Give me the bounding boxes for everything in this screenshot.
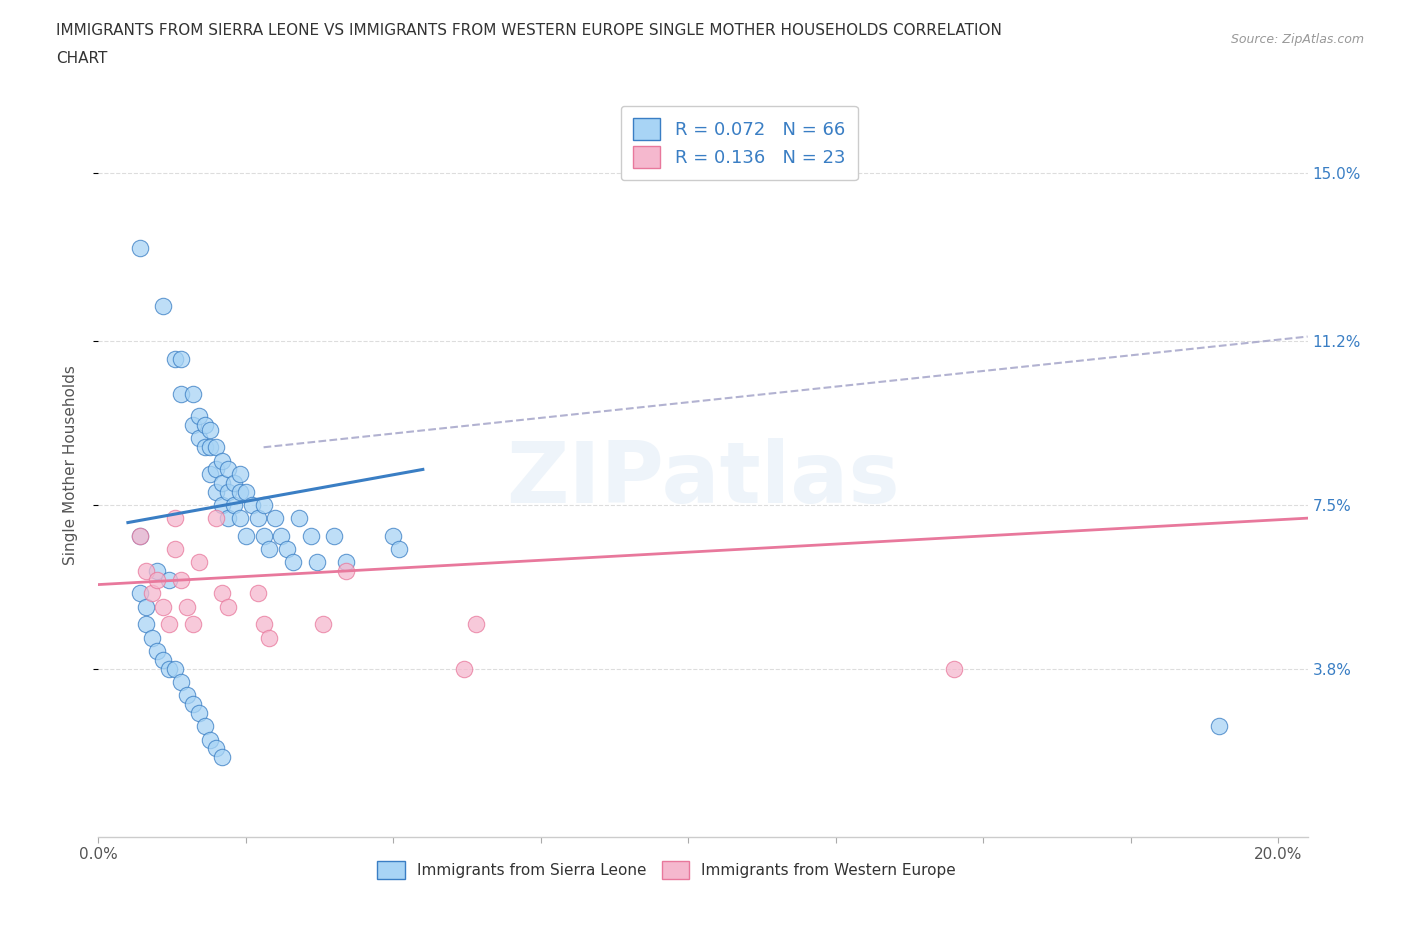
Point — [146, 644, 169, 658]
Point — [240, 498, 263, 512]
Point — [382, 528, 405, 543]
Point — [128, 241, 150, 256]
Y-axis label: Single Mother Households: Single Mother Households — [63, 365, 77, 565]
Point — [323, 528, 346, 543]
Point — [157, 617, 180, 631]
Point — [217, 462, 239, 477]
Point — [128, 528, 150, 543]
Point — [229, 467, 252, 482]
Point — [165, 661, 187, 676]
Text: Source: ZipAtlas.com: Source: ZipAtlas.com — [1230, 33, 1364, 46]
Point — [311, 617, 333, 631]
Point — [128, 528, 150, 543]
Point — [157, 573, 180, 588]
Point — [235, 485, 257, 499]
Point — [187, 431, 209, 445]
Point — [288, 511, 311, 525]
Point — [200, 732, 222, 747]
Point — [246, 586, 269, 601]
Point — [128, 586, 150, 601]
Point — [217, 599, 239, 614]
Point — [181, 418, 204, 432]
Point — [217, 485, 239, 499]
Point — [205, 462, 228, 477]
Point — [181, 697, 204, 711]
Point — [252, 528, 274, 543]
Point — [252, 617, 274, 631]
Point — [157, 661, 180, 676]
Point — [281, 555, 304, 570]
Point — [170, 387, 193, 402]
Point — [152, 599, 174, 614]
Point — [211, 498, 233, 512]
Point — [229, 485, 252, 499]
Point — [211, 453, 233, 468]
Point — [170, 573, 193, 588]
Point — [276, 541, 298, 556]
Point — [135, 564, 157, 578]
Point — [217, 511, 239, 525]
Point — [135, 617, 157, 631]
Point — [229, 511, 252, 525]
Text: IMMIGRANTS FROM SIERRA LEONE VS IMMIGRANTS FROM WESTERN EUROPE SINGLE MOTHER HOU: IMMIGRANTS FROM SIERRA LEONE VS IMMIGRAN… — [56, 23, 1002, 38]
Point — [165, 511, 187, 525]
Point — [453, 661, 475, 676]
Point — [335, 564, 357, 578]
Point — [259, 541, 281, 556]
Point — [205, 440, 228, 455]
Point — [205, 511, 228, 525]
Point — [187, 706, 209, 721]
Text: ZIPatlas: ZIPatlas — [506, 438, 900, 522]
Point — [194, 719, 217, 734]
Point — [152, 653, 174, 668]
Text: CHART: CHART — [56, 51, 108, 66]
Point — [270, 528, 292, 543]
Point — [165, 541, 187, 556]
Point — [205, 741, 228, 756]
Point — [305, 555, 328, 570]
Point — [259, 631, 281, 645]
Point — [135, 599, 157, 614]
Point — [194, 440, 217, 455]
Point — [264, 511, 287, 525]
Point — [141, 631, 163, 645]
Point — [141, 586, 163, 601]
Point — [211, 475, 233, 490]
Point — [200, 467, 222, 482]
Point — [222, 498, 245, 512]
Point — [170, 352, 193, 366]
Point — [211, 750, 233, 764]
Point — [200, 440, 222, 455]
Point — [235, 528, 257, 543]
Point — [222, 475, 245, 490]
Point — [1208, 719, 1230, 734]
Point — [194, 418, 217, 432]
Point — [211, 586, 233, 601]
Point — [335, 555, 357, 570]
Point — [205, 485, 228, 499]
Point — [170, 674, 193, 689]
Point — [165, 352, 187, 366]
Point — [181, 387, 204, 402]
Point — [146, 573, 169, 588]
Point — [146, 564, 169, 578]
Point — [942, 661, 965, 676]
Point — [181, 617, 204, 631]
Point — [152, 299, 174, 313]
Point — [246, 511, 269, 525]
Point — [388, 541, 411, 556]
Point — [187, 555, 209, 570]
Point — [176, 688, 198, 703]
Point — [252, 498, 274, 512]
Point — [187, 409, 209, 424]
Point — [464, 617, 486, 631]
Point — [200, 422, 222, 437]
Legend: Immigrants from Sierra Leone, Immigrants from Western Europe: Immigrants from Sierra Leone, Immigrants… — [371, 856, 962, 885]
Point — [176, 599, 198, 614]
Point — [299, 528, 322, 543]
